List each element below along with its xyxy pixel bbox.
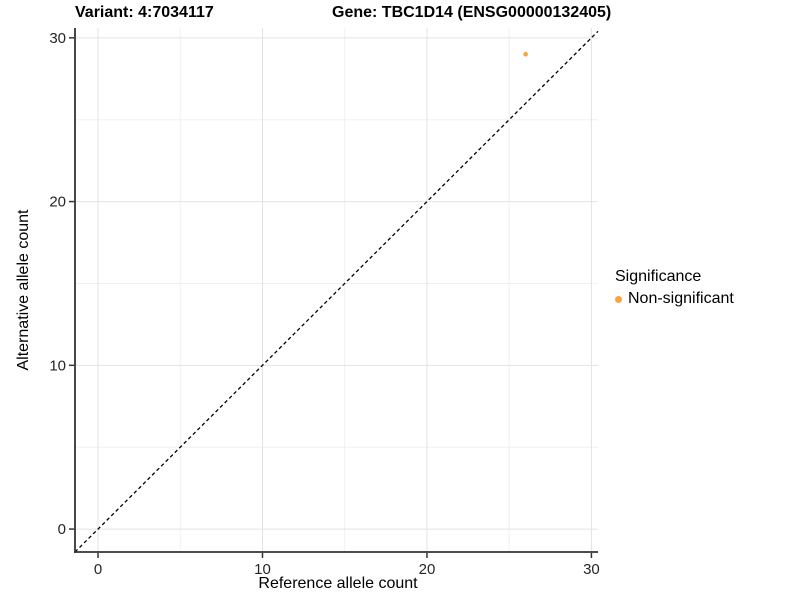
legend-swatch-icon bbox=[615, 295, 622, 303]
y-tick-label: 20 bbox=[49, 194, 66, 211]
legend-item: Non-significant bbox=[615, 290, 734, 308]
y-tick-label: 0 bbox=[58, 521, 66, 538]
identity-line bbox=[74, 30, 599, 553]
legend-item-label: Non-significant bbox=[628, 290, 734, 307]
x-tick-label: 0 bbox=[94, 561, 102, 578]
data-point bbox=[523, 51, 528, 57]
legend: Significance Non-significant bbox=[615, 268, 734, 308]
plot-title-gene: Gene: TBC1D14 (ENSG00000132405) bbox=[332, 4, 612, 21]
x-tick-label: 30 bbox=[583, 561, 600, 578]
legend-title: Significance bbox=[615, 268, 702, 285]
plot-title-variant: Variant: 4:7034117 bbox=[75, 4, 214, 21]
y-tick-label: 10 bbox=[49, 357, 66, 374]
x-tick-label: 20 bbox=[419, 561, 436, 578]
y-tick-label: 30 bbox=[49, 30, 66, 47]
x-axis-title: Reference allele count bbox=[258, 575, 418, 592]
x-tick-label: 10 bbox=[254, 561, 271, 578]
y-axis-title: Alternative allele count bbox=[15, 209, 32, 371]
